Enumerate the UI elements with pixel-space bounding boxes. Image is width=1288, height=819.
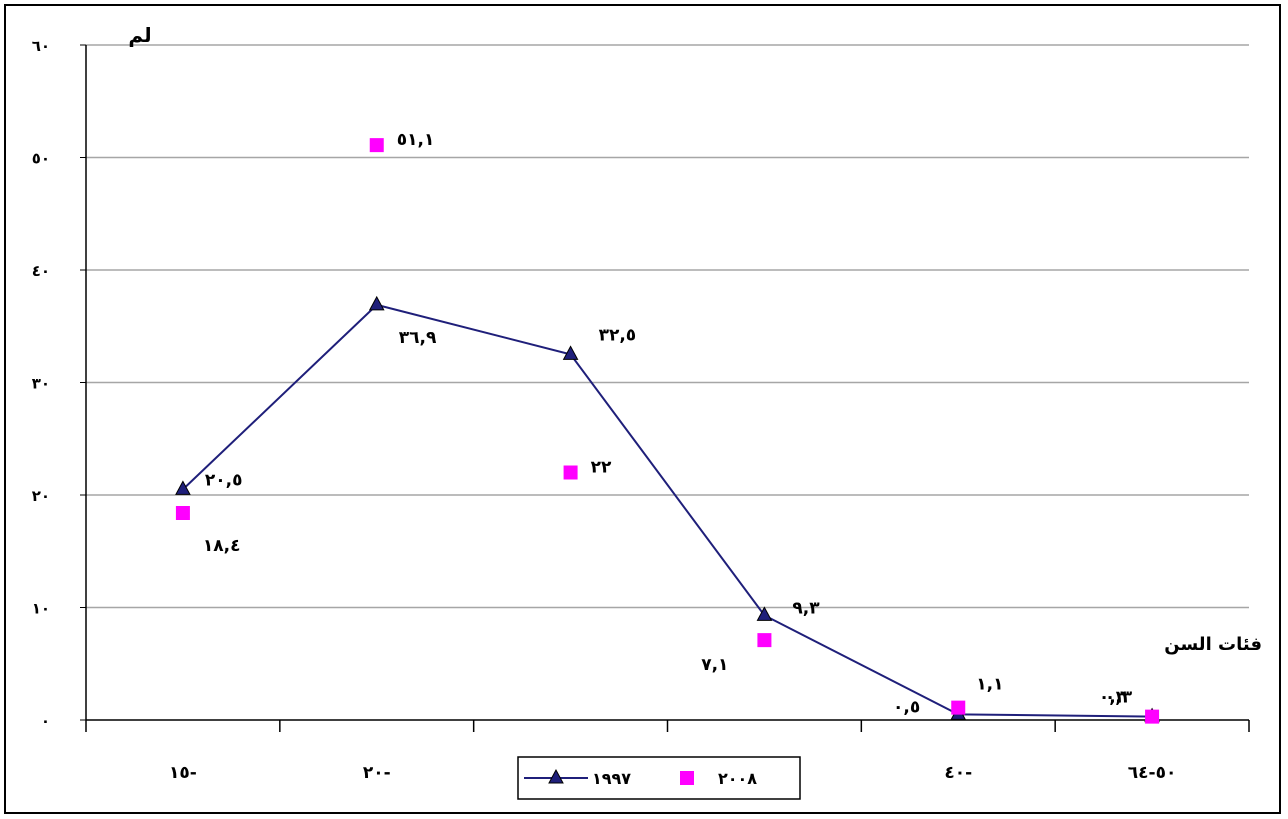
y-tick-label: ٦٠ — [32, 37, 50, 55]
data-label: ٩,٣ — [792, 598, 820, 618]
series-point-square — [369, 138, 384, 153]
series-point-square — [175, 506, 190, 520]
legend-label: ١٩٩٧ — [592, 769, 631, 788]
data-label: ٠,٣ — [1099, 688, 1127, 708]
y-tick-label: ٠ — [41, 712, 50, 730]
x-axis-label: فئات السن — [1164, 634, 1262, 655]
data-labels: ٢٠,٥ ٣٦,٩ ٣٢,٥ ٩,٣ ٠,٥ ٠,٣ ١٨,٤ ٥١,١ ٢٢ ٧,١ ١,١ ٠,٣ — [203, 130, 1133, 717]
data-label: ٣٦,٩ — [399, 328, 437, 348]
y-axis-label: لم — [128, 23, 151, 47]
gridlines — [86, 44, 1249, 609]
y-tick-label: ٥٠ — [32, 150, 50, 168]
series-point-square — [757, 633, 772, 648]
x-tick-label: ٢٠- — [363, 763, 391, 783]
x-tick-label: ٥٠-٦٤ — [1128, 763, 1177, 783]
legend-label: ٢٠٠٨ — [718, 769, 757, 788]
x-tick-label: ٤٠- — [944, 763, 972, 783]
series-point-triangle — [756, 606, 773, 621]
series-point-square — [951, 700, 966, 715]
legend-triangle-marker — [548, 768, 564, 784]
series-point-triangle — [175, 480, 191, 495]
y-tick-label: ٢٠ — [32, 487, 50, 505]
chart-frame — [4, 4, 1281, 814]
legend: ١٩٩٧ ٢٠٠٨ — [517, 756, 801, 800]
x-tick-label: ١٥- — [169, 763, 197, 783]
data-label: ١,١ — [976, 675, 1003, 695]
y-tick-label: ٣٠ — [32, 375, 50, 393]
data-label: ٣٢,٥ — [599, 325, 637, 345]
data-label: ٢٠,٥ — [205, 470, 243, 490]
series — [175, 138, 1160, 724]
y-tick-label: ٤٠ — [32, 262, 50, 280]
series-point-triangle — [368, 295, 385, 311]
data-label: ٠,٥ — [893, 697, 920, 717]
legend-square-marker — [680, 771, 694, 785]
series-point-square — [1145, 709, 1160, 724]
series-point-triangle — [562, 345, 579, 360]
series-point-square — [563, 465, 578, 480]
data-label: ١٨,٤ — [203, 536, 241, 556]
series-line-0 — [182, 303, 1153, 718]
y-tick-label: ١٠ — [32, 600, 50, 618]
data-label: ٥١,١ — [397, 130, 435, 150]
data-label: ٢٢ — [591, 458, 612, 478]
data-label: ٧,١ — [701, 655, 728, 675]
data-label: ٠,٣ — [1105, 688, 1133, 708]
